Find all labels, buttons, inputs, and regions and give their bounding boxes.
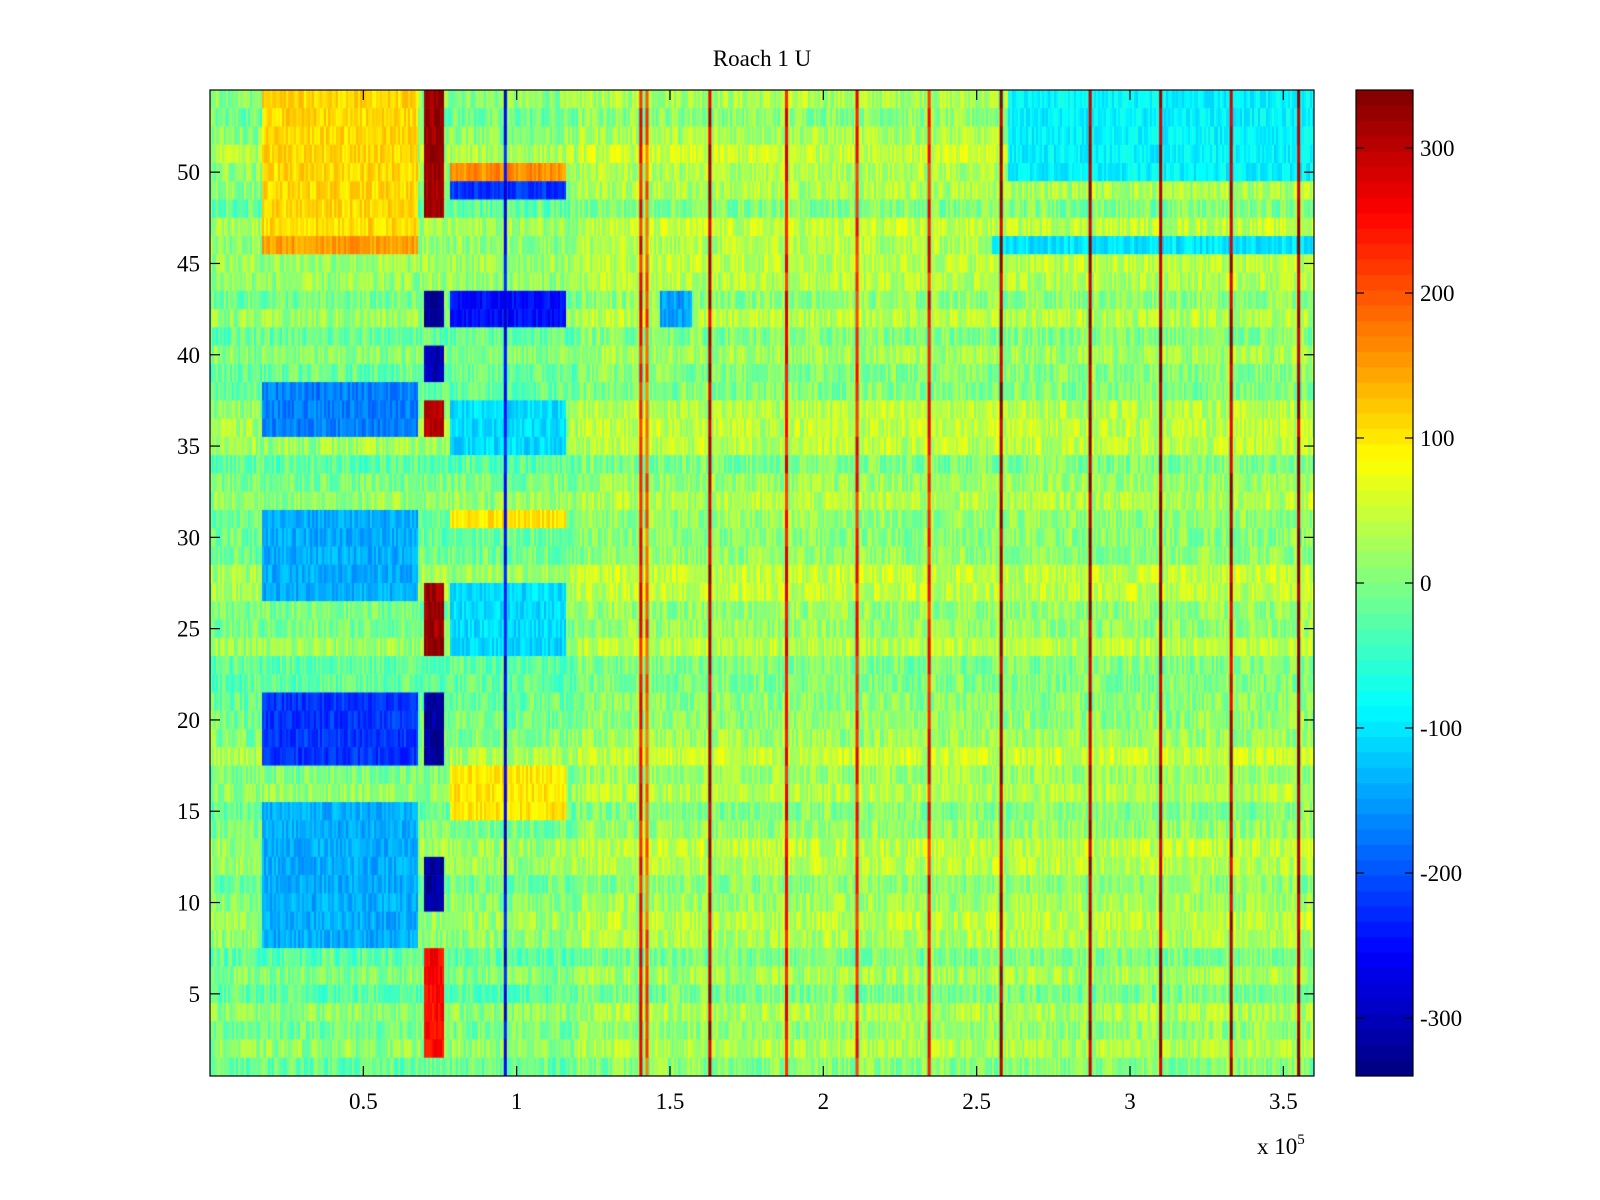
colorbar-tick-label: 0 xyxy=(1420,571,1432,596)
y-axis: 5 10 15 20 25 30 35 40 45 50 xyxy=(177,160,1314,1007)
x-tick-label: 1 xyxy=(511,1089,523,1114)
y-tick-label: 5 xyxy=(189,982,201,1007)
x-tick-label: 3 xyxy=(1124,1089,1136,1114)
y-tick-label: 35 xyxy=(177,434,200,459)
x-tick-label: 0.5 xyxy=(349,1089,378,1114)
y-tick-label: 10 xyxy=(177,891,200,916)
y-tick-label: 25 xyxy=(177,617,200,642)
heatmap-plot-area xyxy=(210,90,1314,1076)
colorbar-gradient xyxy=(1356,90,1413,1076)
colorbar-tick-label: -100 xyxy=(1420,716,1462,741)
x-tick-label: 1.5 xyxy=(656,1089,685,1114)
y-tick-label: 30 xyxy=(177,525,200,550)
colorbar-tick-label: -200 xyxy=(1420,861,1462,886)
colorbar-frame xyxy=(1355,89,1414,1077)
x-multiplier-exponent: 5 xyxy=(1297,1132,1305,1148)
y-tick-label: 40 xyxy=(177,343,200,368)
plot-frame xyxy=(209,89,1315,1077)
x-axis-multiplier: x 105 xyxy=(1257,1132,1305,1159)
colorbar-axis: -300 -200 -100 0 100 200 300 xyxy=(1356,136,1462,1031)
x-multiplier-base: x 10 xyxy=(1257,1134,1297,1159)
colorbar-tick-label: 200 xyxy=(1420,281,1455,306)
x-axis: 0.5 1 1.5 2 2.5 3 3.5 xyxy=(349,90,1298,1114)
y-tick-label: 15 xyxy=(177,799,200,824)
x-tick-label: 3.5 xyxy=(1269,1089,1298,1114)
colorbar-tick-label: 100 xyxy=(1420,426,1455,451)
y-tick-label: 50 xyxy=(177,160,200,185)
chart-title: Roach 1 U xyxy=(713,46,812,71)
colorbar-tick-label: -300 xyxy=(1420,1006,1462,1031)
x-tick-label: 2 xyxy=(818,1089,830,1114)
y-tick-label: 20 xyxy=(177,708,200,733)
colorbar-tick-label: 300 xyxy=(1420,136,1455,161)
x-tick-label: 2.5 xyxy=(962,1089,991,1114)
y-tick-label: 45 xyxy=(177,251,200,276)
